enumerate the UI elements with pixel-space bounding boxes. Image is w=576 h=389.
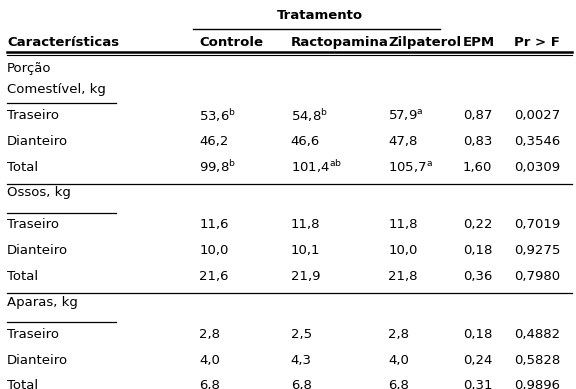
Text: Traseiro: Traseiro (7, 109, 59, 122)
Text: 10,0: 10,0 (199, 244, 229, 257)
Text: 0,31: 0,31 (463, 379, 492, 389)
Text: 10,1: 10,1 (291, 244, 320, 257)
Text: Dianteiro: Dianteiro (7, 354, 68, 367)
Text: 0,9275: 0,9275 (514, 244, 561, 257)
Text: Aparas, kg: Aparas, kg (7, 296, 78, 309)
Text: 6,8: 6,8 (291, 379, 312, 389)
Text: 0,9896: 0,9896 (514, 379, 560, 389)
Text: Ossos, kg: Ossos, kg (7, 186, 71, 199)
Text: 0,7980: 0,7980 (514, 270, 560, 283)
Text: 0,22: 0,22 (463, 219, 492, 231)
Text: Dianteiro: Dianteiro (7, 244, 68, 257)
Text: Porção: Porção (7, 62, 52, 75)
Text: 11,8: 11,8 (388, 219, 418, 231)
Text: 4,0: 4,0 (388, 354, 409, 367)
Text: 0,0309: 0,0309 (514, 161, 560, 173)
Text: Comestível, kg: Comestível, kg (7, 83, 106, 96)
Text: 46,6: 46,6 (291, 135, 320, 148)
Text: 11,6: 11,6 (199, 219, 229, 231)
Text: Características: Características (7, 36, 119, 49)
Text: 0,4882: 0,4882 (514, 328, 560, 341)
Text: 21,8: 21,8 (388, 270, 418, 283)
Text: Traseiro: Traseiro (7, 328, 59, 341)
Text: 11,8: 11,8 (291, 219, 320, 231)
Text: 4,3: 4,3 (291, 354, 312, 367)
Text: 6,8: 6,8 (199, 379, 220, 389)
Text: 21,9: 21,9 (291, 270, 320, 283)
Text: 2,8: 2,8 (199, 328, 220, 341)
Text: Pr > F: Pr > F (514, 36, 560, 49)
Text: 0,18: 0,18 (463, 328, 492, 341)
Text: 47,8: 47,8 (388, 135, 418, 148)
Text: Zilpaterol: Zilpaterol (388, 36, 461, 49)
Text: Controle: Controle (199, 36, 263, 49)
Text: Total: Total (7, 379, 38, 389)
Text: Traseiro: Traseiro (7, 219, 59, 231)
Text: 10,0: 10,0 (388, 244, 418, 257)
Text: EPM: EPM (463, 36, 495, 49)
Text: 6,8: 6,8 (388, 379, 409, 389)
Text: Ractopamina: Ractopamina (291, 36, 389, 49)
Text: 101,4$^{\rm{ab}}$: 101,4$^{\rm{ab}}$ (291, 159, 342, 175)
Text: Dianteiro: Dianteiro (7, 135, 68, 148)
Text: 0,5828: 0,5828 (514, 354, 560, 367)
Text: 0,24: 0,24 (463, 354, 492, 367)
Text: 57,9$^{\rm{a}}$: 57,9$^{\rm{a}}$ (388, 108, 424, 123)
Text: 105,7$^{\rm{a}}$: 105,7$^{\rm{a}}$ (388, 159, 433, 175)
Text: 0,18: 0,18 (463, 244, 492, 257)
Text: Tratamento: Tratamento (276, 9, 362, 22)
Text: Total: Total (7, 270, 38, 283)
Text: 0,0027: 0,0027 (514, 109, 560, 122)
Text: 4,0: 4,0 (199, 354, 220, 367)
Text: 21,6: 21,6 (199, 270, 229, 283)
Text: 2,8: 2,8 (388, 328, 410, 341)
Text: 0,3546: 0,3546 (514, 135, 560, 148)
Text: 53,6$^{\rm{b}}$: 53,6$^{\rm{b}}$ (199, 107, 236, 124)
Text: 0,7019: 0,7019 (514, 219, 560, 231)
Text: 2,5: 2,5 (291, 328, 312, 341)
Text: 0,36: 0,36 (463, 270, 492, 283)
Text: 0,87: 0,87 (463, 109, 492, 122)
Text: Total: Total (7, 161, 38, 173)
Text: 0,83: 0,83 (463, 135, 492, 148)
Text: 1,60: 1,60 (463, 161, 492, 173)
Text: 46,2: 46,2 (199, 135, 229, 148)
Text: 99,8$^{\rm{b}}$: 99,8$^{\rm{b}}$ (199, 159, 236, 175)
Text: 54,8$^{\rm{b}}$: 54,8$^{\rm{b}}$ (291, 107, 328, 124)
